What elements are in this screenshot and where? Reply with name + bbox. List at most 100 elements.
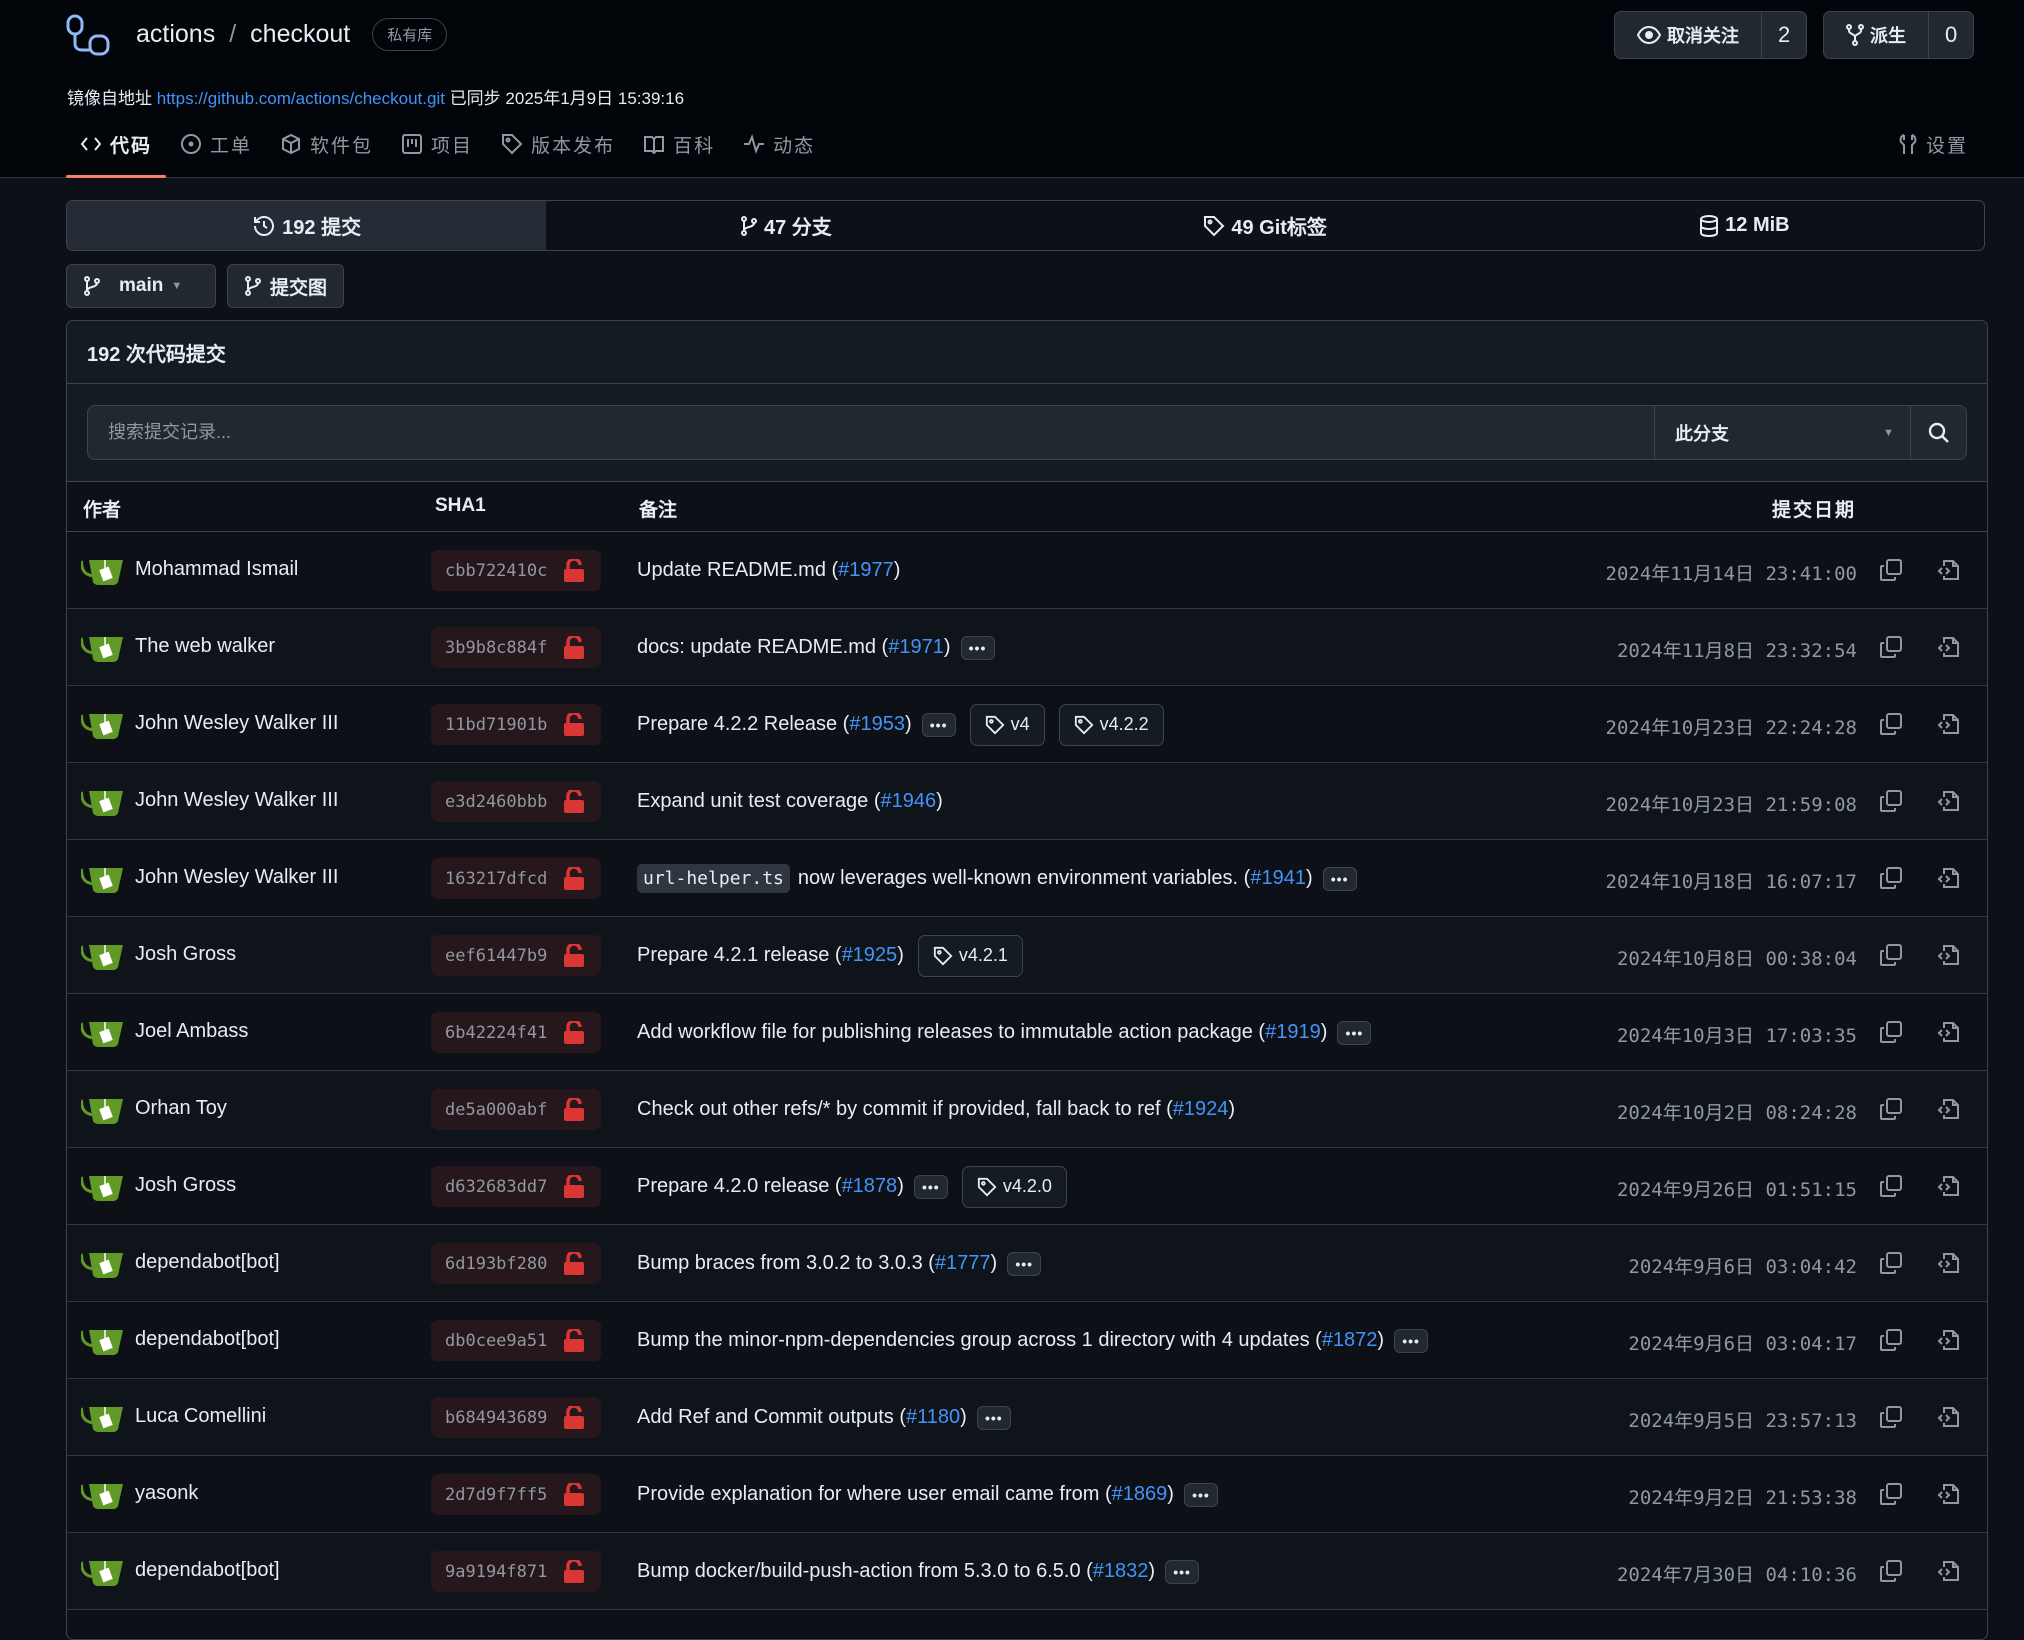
author-name[interactable]: dependabot[bot] (135, 1559, 280, 1581)
commit-sha-button[interactable]: 9a9194f871 (431, 1551, 601, 1592)
author-name[interactable]: John Wesley Walker III (135, 866, 339, 888)
copy-icon[interactable] (1879, 1251, 1903, 1275)
search-button[interactable] (1910, 406, 1966, 459)
browse-code-icon[interactable] (1937, 1174, 1961, 1198)
commit-sha-button[interactable]: de5a000abf (431, 1089, 601, 1130)
tag-badge[interactable]: v4.2.1 (917, 934, 1023, 977)
commit-message-link[interactable]: Prepare 4.2.0 release ( (637, 1175, 842, 1197)
browse-code-icon[interactable] (1937, 1020, 1961, 1044)
commit-message-link[interactable]: now leverages well-known environment var… (797, 867, 1251, 889)
fork-button[interactable]: 派生 0 (1823, 11, 1975, 59)
commit-message-link[interactable]: Bump braces from 3.0.2 to 3.0.3 ( (637, 1252, 935, 1274)
author-name[interactable]: The web walker (135, 635, 276, 657)
expand-message-button[interactable]: ••• (976, 1405, 1011, 1430)
author-name[interactable]: Luca Comellini (135, 1405, 267, 1427)
commit-message-link[interactable]: Prepare 4.2.1 release ( (637, 944, 842, 966)
copy-icon[interactable] (1879, 943, 1903, 967)
commit-message-link[interactable]: Update README.md ( (637, 559, 839, 581)
tab-settings[interactable]: 设置 (1898, 126, 1968, 162)
commits-stat[interactable]: 192 提交 (67, 201, 547, 250)
author-name[interactable]: Josh Gross (135, 943, 237, 965)
copy-icon[interactable] (1879, 1174, 1903, 1198)
tags-stat[interactable]: 49 Git标签 (1026, 201, 1505, 250)
pr-link[interactable]: #1919 (1265, 1021, 1321, 1043)
commit-graph-button[interactable]: 提交图 (227, 264, 345, 308)
expand-message-button[interactable]: ••• (1322, 866, 1357, 891)
copy-icon[interactable] (1879, 1482, 1903, 1506)
expand-message-button[interactable]: ••• (1337, 1020, 1372, 1045)
tab-4[interactable]: 版本发布 (487, 126, 629, 162)
tag-badge[interactable]: v4 (969, 703, 1045, 746)
fork-count[interactable]: 0 (1945, 22, 1958, 47)
expand-message-button[interactable]: ••• (1183, 1482, 1218, 1507)
commit-sha-button[interactable]: 11bd71901b (431, 704, 601, 745)
author-name[interactable]: John Wesley Walker III (135, 789, 339, 811)
commit-sha-button[interactable]: b684943689 (431, 1397, 601, 1438)
tab-3[interactable]: 项目 (387, 126, 487, 162)
commit-sha-button[interactable]: 3b9b8c884f (431, 627, 601, 668)
commit-message-link[interactable]: Bump the minor-npm-dependencies group ac… (637, 1329, 1322, 1351)
expand-message-button[interactable]: ••• (1394, 1328, 1429, 1353)
commit-search-input[interactable] (88, 406, 1654, 459)
pr-link[interactable]: #1946 (880, 790, 937, 812)
pr-link[interactable]: #1869 (1111, 1483, 1168, 1505)
pr-link[interactable]: #1180 (906, 1406, 961, 1428)
pr-link[interactable]: #1878 (841, 1175, 898, 1197)
commit-sha-button[interactable]: cbb722410c (431, 550, 601, 591)
author-name[interactable]: Orhan Toy (135, 1097, 227, 1119)
browse-code-icon[interactable] (1937, 635, 1961, 659)
browse-code-icon[interactable] (1937, 866, 1961, 890)
author-name[interactable]: Mohammad Ismail (135, 558, 299, 580)
commit-sha-button[interactable]: db0cee9a51 (431, 1320, 601, 1361)
repo-owner-link[interactable]: actions (136, 20, 216, 48)
pr-link[interactable]: #1777 (934, 1252, 991, 1274)
pr-link[interactable]: #1832 (1092, 1560, 1149, 1582)
expand-message-button[interactable]: ••• (921, 712, 956, 737)
tab-0[interactable]: 代码 (66, 126, 167, 178)
mirror-url-link[interactable]: https://github.com/actions/checkout.git (156, 89, 445, 108)
search-scope-dropdown[interactable]: 此分支 ▼ (1654, 406, 1910, 459)
browse-code-icon[interactable] (1937, 1097, 1961, 1121)
commit-message-link[interactable]: Expand unit test coverage ( (637, 790, 881, 812)
copy-icon[interactable] (1879, 1559, 1903, 1583)
commit-message-link[interactable]: Check out other refs/* by commit if prov… (637, 1098, 1173, 1120)
repo-name-link[interactable]: checkout (250, 20, 351, 48)
tab-2[interactable]: 软件包 (266, 126, 387, 162)
copy-icon[interactable] (1879, 789, 1903, 813)
commit-message-link[interactable]: Provide explanation for where user email… (637, 1483, 1112, 1505)
commit-message-link[interactable]: docs: update README.md ( (637, 636, 889, 658)
browse-code-icon[interactable] (1937, 789, 1961, 813)
copy-icon[interactable] (1879, 1328, 1903, 1352)
browse-code-icon[interactable] (1937, 1559, 1961, 1583)
browse-code-icon[interactable] (1937, 1251, 1961, 1275)
author-name[interactable]: dependabot[bot] (135, 1251, 280, 1273)
author-name[interactable]: dependabot[bot] (135, 1328, 280, 1350)
copy-icon[interactable] (1879, 1097, 1903, 1121)
watch-count[interactable]: 2 (1778, 22, 1791, 47)
commit-sha-button[interactable]: e3d2460bbb (431, 781, 601, 822)
copy-icon[interactable] (1879, 1405, 1903, 1429)
expand-message-button[interactable]: ••• (1165, 1559, 1200, 1584)
copy-icon[interactable] (1879, 712, 1903, 736)
commit-message-link[interactable]: Bump docker/build-push-action from 5.3.0… (637, 1560, 1093, 1582)
pr-link[interactable]: #1953 (849, 713, 905, 735)
commit-message-link[interactable]: Add workflow file for publishing release… (637, 1021, 1266, 1043)
copy-icon[interactable] (1879, 558, 1903, 582)
tab-6[interactable]: 动态 (729, 126, 829, 162)
author-name[interactable]: Joel Ambass (135, 1020, 249, 1042)
copy-icon[interactable] (1879, 1020, 1903, 1044)
pr-link[interactable]: #1977 (838, 559, 894, 581)
tag-badge[interactable]: v4.2.0 (961, 1165, 1067, 1208)
browse-code-icon[interactable] (1937, 1405, 1961, 1429)
pr-link[interactable]: #1941 (1250, 867, 1306, 889)
author-name[interactable]: yasonk (135, 1482, 199, 1504)
branch-selector[interactable]: main ▼ (66, 264, 216, 308)
browse-code-icon[interactable] (1937, 1482, 1961, 1506)
expand-message-button[interactable]: ••• (913, 1174, 948, 1199)
copy-icon[interactable] (1879, 866, 1903, 890)
commit-sha-button[interactable]: 2d7d9f7ff5 (431, 1474, 601, 1515)
commit-sha-button[interactable]: d632683dd7 (431, 1166, 601, 1207)
browse-code-icon[interactable] (1937, 558, 1961, 582)
browse-code-icon[interactable] (1937, 1328, 1961, 1352)
tab-5[interactable]: 百科 (629, 126, 729, 162)
